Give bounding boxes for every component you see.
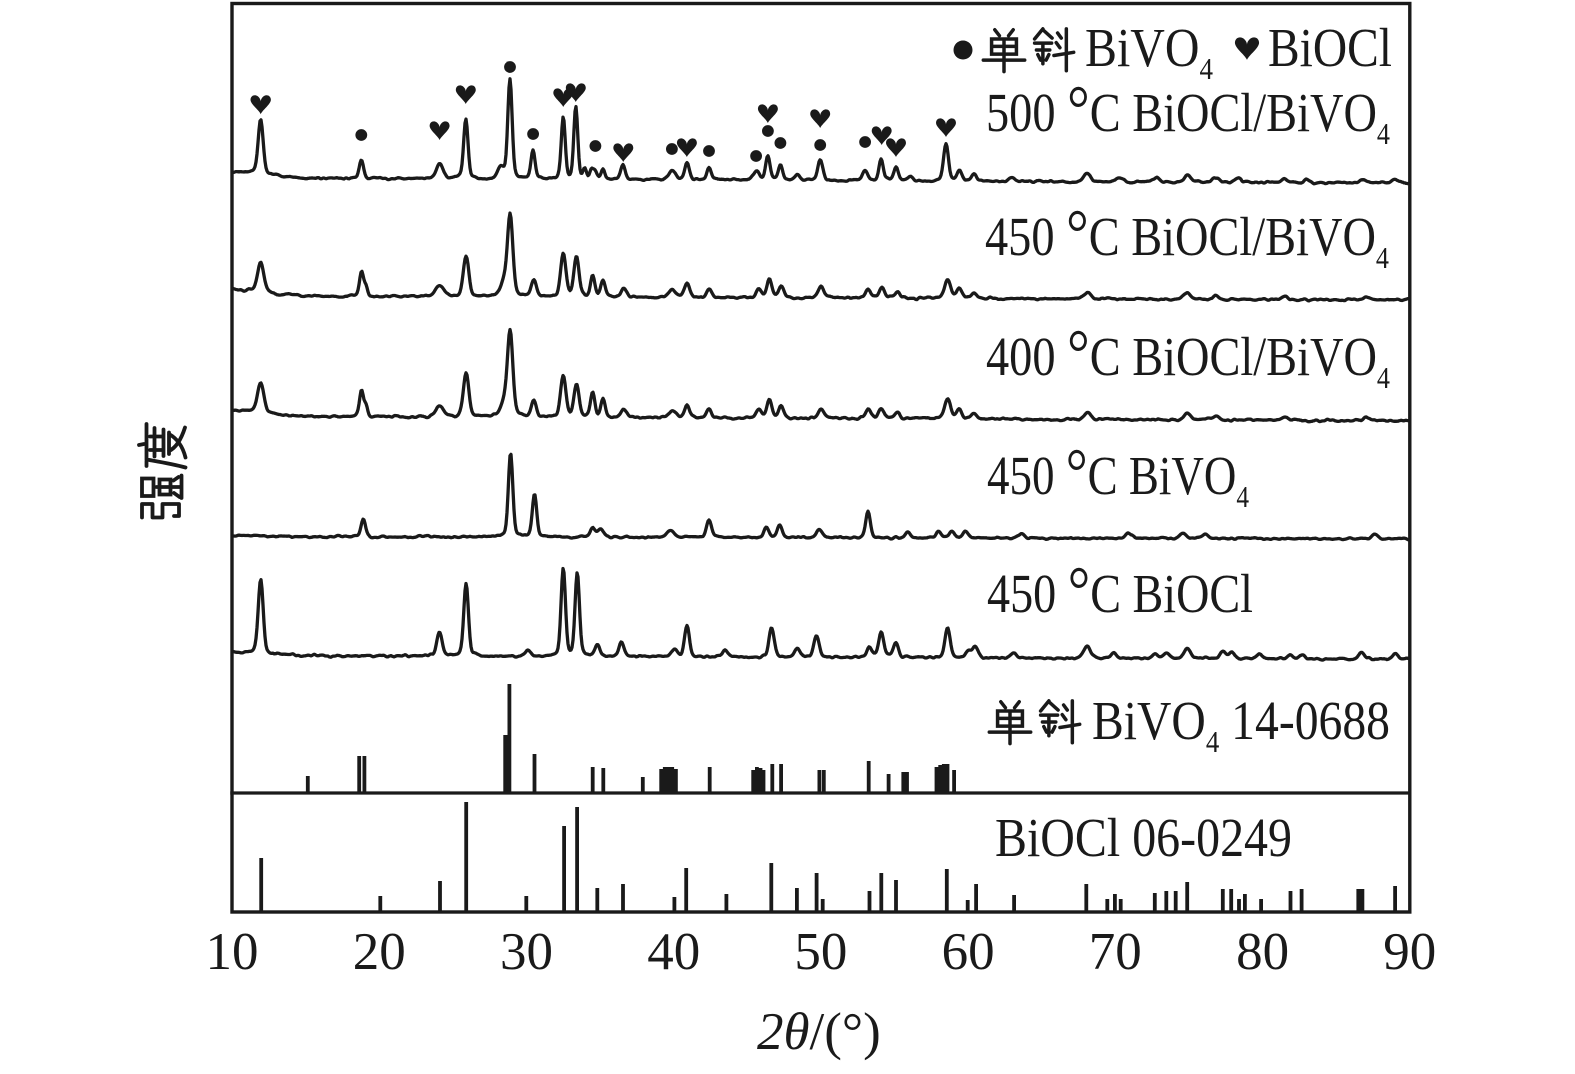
svg-text:60: 60 [942, 923, 995, 981]
svg-text:20: 20 [353, 923, 406, 981]
svg-text:500 °C BiOCl/BiVO4: 500 °C BiOCl/BiVO4 [986, 72, 1390, 151]
svg-text:BiVO4: BiVO4 [1085, 17, 1213, 86]
svg-text:10: 10 [206, 923, 259, 981]
svg-text:450 °C BiOCl: 450 °C BiOCl [987, 553, 1253, 627]
svg-text:90: 90 [1383, 923, 1436, 981]
svg-text:50: 50 [794, 923, 847, 981]
svg-text:2θ/(°): 2θ/(°) [757, 1003, 881, 1061]
svg-text:450 °C BiOCl/BiVO4: 450 °C BiOCl/BiVO4 [985, 196, 1389, 275]
svg-text:80: 80 [1236, 923, 1289, 981]
svg-text:BiOCl 06-0249: BiOCl 06-0249 [995, 807, 1292, 868]
svg-text:30: 30 [500, 923, 553, 981]
svg-text:40: 40 [647, 923, 700, 981]
svg-text:BiOCl: BiOCl [1268, 17, 1392, 78]
svg-text:450 °C BiVO4: 450 °C BiVO4 [987, 435, 1249, 514]
svg-text:400 °C BiOCl/BiVO4: 400 °C BiOCl/BiVO4 [986, 316, 1390, 395]
svg-text:BiVO4 14-0688: BiVO4 14-0688 [1092, 690, 1390, 759]
svg-text:70: 70 [1089, 923, 1142, 981]
